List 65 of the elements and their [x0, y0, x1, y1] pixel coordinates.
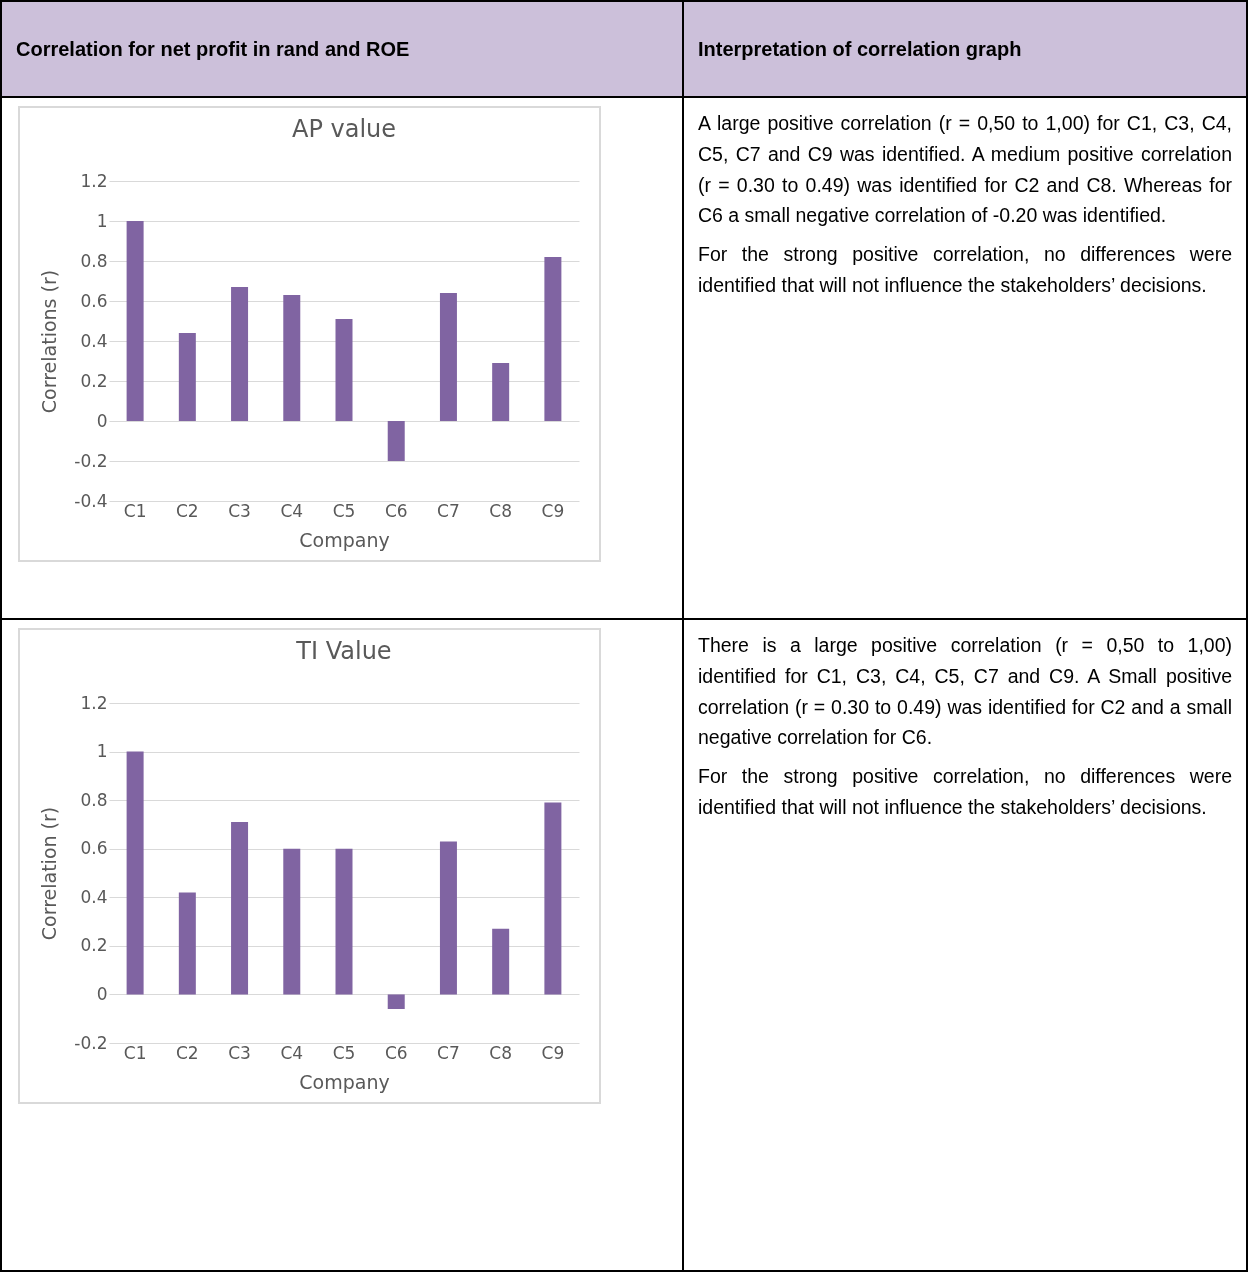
x-tick-label: C3: [228, 1042, 251, 1063]
chart-title: AP value: [291, 115, 397, 143]
bar: [178, 333, 196, 421]
x-axis-title: Company: [299, 528, 390, 551]
y-tick-label: 0.6: [80, 290, 108, 311]
bar: [544, 257, 562, 421]
x-tick-label: C9: [541, 1042, 565, 1063]
x-tick-label: C2: [175, 500, 199, 521]
x-tick-label: C3: [228, 500, 251, 521]
x-tick-label: C1: [123, 1042, 147, 1063]
y-axis-title: Correlations (r): [38, 269, 61, 414]
bar: [439, 841, 457, 995]
x-tick-label: C8: [489, 500, 513, 521]
text: Correlation for net profit in rand and ROE: [1, 1, 683, 97]
bar: [178, 892, 196, 995]
bar: [231, 287, 249, 421]
chart-title: TI Value: [295, 637, 392, 665]
bar: [231, 822, 249, 995]
x-tick-label: C2: [175, 1042, 199, 1063]
text: There is a large positive correlation (r = 0,50 to 1,00) identified for C1, C3, C4, C5, C7 and C9. A Small positive correlation (r = 0.30 to 0.49) was identified for C2 and a small negative correlation for C6.: [698, 633, 1232, 751]
y-tick-label: 0: [96, 983, 108, 1004]
y-tick-label: -0.4: [74, 490, 108, 511]
bar: [126, 751, 144, 995]
y-tick-label: 0.4: [80, 886, 108, 907]
y-tick-label: 0.2: [80, 370, 108, 391]
bar: [335, 848, 353, 995]
x-axis-title: Company: [299, 1070, 390, 1093]
bar: [439, 293, 457, 421]
y-tick-label: 1: [96, 741, 108, 762]
x-tick-label: C7: [437, 500, 460, 521]
y-tick-label: -0.2: [74, 1032, 108, 1053]
bar: [283, 848, 301, 995]
bar: [335, 319, 353, 421]
y-tick-label: 1: [96, 210, 108, 231]
bar: [544, 802, 562, 995]
bar: [387, 421, 405, 461]
text: For the strong positive correlation, no differences were identified that will not influence the stakeholders’ decisions.: [698, 764, 1232, 820]
x-tick-label: C1: [123, 500, 147, 521]
y-tick-label: 1.2: [80, 170, 108, 191]
x-tick-label: C4: [280, 1042, 304, 1063]
y-tick-label: 0.4: [80, 330, 108, 351]
y-tick-label: 0: [96, 410, 108, 431]
x-tick-label: C5: [332, 1042, 356, 1063]
x-tick-label: C9: [541, 500, 565, 521]
y-tick-label: 0.8: [80, 250, 108, 271]
x-tick-label: C7: [437, 1042, 460, 1063]
bar: [283, 295, 301, 421]
y-tick-label: 1.2: [80, 692, 108, 713]
text: Interpretation of correlation graph: [683, 1, 1247, 97]
x-tick-label: C8: [489, 1042, 513, 1063]
text: For the strong positive correlation, no differences were identified that will not influence the stakeholders’ decisions.: [698, 242, 1232, 298]
y-tick-label: -0.2: [74, 450, 108, 471]
x-tick-label: C5: [332, 500, 356, 521]
y-axis-title: Correlation (r): [38, 806, 61, 941]
x-tick-label: C6: [384, 1042, 408, 1063]
y-tick-label: 0.6: [80, 838, 108, 859]
bar: [387, 994, 405, 1009]
y-tick-label: 0.2: [80, 935, 108, 956]
bar: [126, 221, 144, 421]
x-tick-label: C4: [280, 500, 304, 521]
x-tick-label: C6: [384, 500, 408, 521]
bar: [492, 928, 510, 995]
text: A large positive correlation (r = 0,50 to 1,00) for C1, C3, C4, C5, C7 and C9 was identified. A medium positive correlation (r = 0.30 to 0.49) was identified for C2 and C8. Whereas for C6 a small negative correlation of -0.20 was identified.: [698, 111, 1232, 229]
y-tick-label: 0.8: [80, 789, 108, 810]
bar: [492, 363, 510, 421]
